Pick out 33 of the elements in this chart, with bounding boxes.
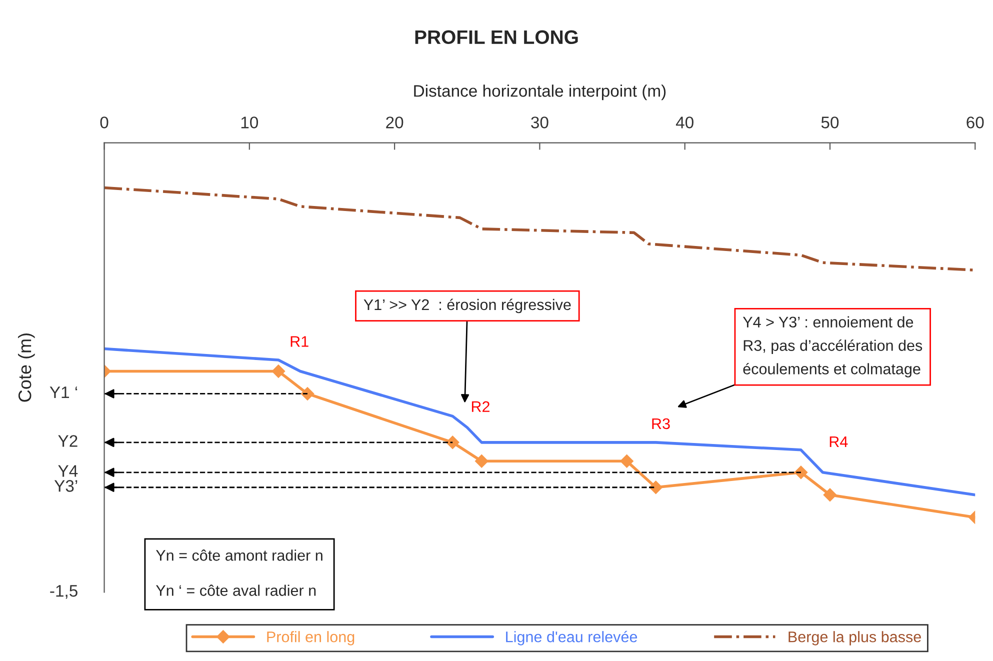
ref-line-label: Y1 ‘: [50, 386, 78, 398]
point: [272, 364, 286, 378]
ref-line-label: Y4: [58, 465, 78, 477]
x-tick-label: 30: [531, 116, 548, 128]
x-tick-label: 10: [241, 116, 258, 128]
x-tick-label: 0: [100, 116, 108, 128]
annotation: R2: [472, 401, 490, 412]
text: Berge la plus basse: [788, 631, 921, 646]
text: -1,5: [50, 585, 78, 599]
text: Yn = côte amont radier n Yn ‘ = côte aval radier n: [156, 550, 322, 596]
x-tick-label: 50: [821, 116, 839, 128]
point: [620, 454, 634, 468]
ref-line-label: Y3’: [54, 480, 78, 492]
text: Ligne d'eau relevée: [506, 630, 638, 646]
x-axis-title: Distance horizontale interpoint (m): [414, 84, 666, 100]
chart-title: PROFIL EN LONG: [415, 30, 578, 44]
annotation: R3: [652, 418, 670, 430]
point: [794, 466, 808, 480]
point: [446, 436, 460, 450]
text: Profil en long: [267, 631, 354, 646]
ref-line-label: Y2: [58, 435, 78, 447]
annotation: R4: [830, 436, 848, 447]
annotation: R1: [290, 336, 308, 347]
x-tick-label: 60: [966, 116, 984, 128]
annotation: Y1’ >> Y2 : érosion régressive: [364, 298, 571, 314]
point: [474, 454, 489, 468]
y-axis-title: Cote (m): [18, 334, 35, 402]
point: [300, 386, 314, 401]
point: [648, 480, 663, 494]
point: [823, 488, 837, 502]
annotation: Y4 > Y3’ : ennoiement de R3, pas d’accélération des écoulements et colmatage: [742, 316, 922, 378]
x-tick-label: 40: [676, 116, 694, 128]
x-tick-label: 20: [386, 116, 404, 128]
